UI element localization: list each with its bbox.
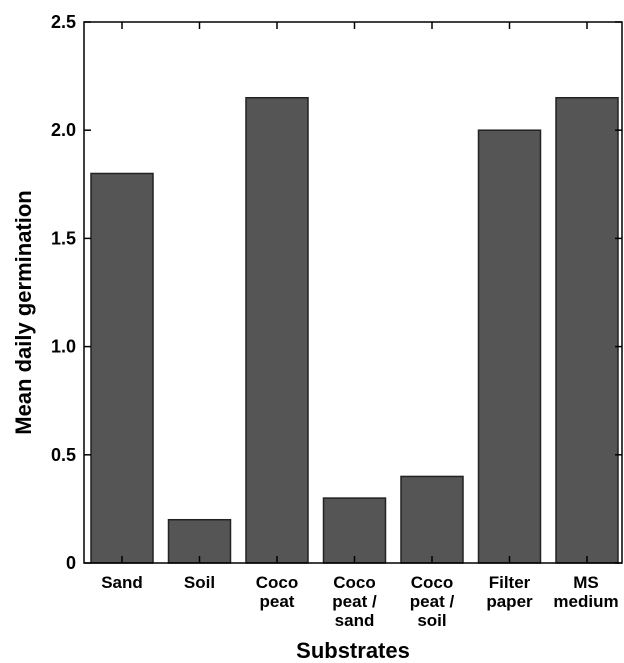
- x-axis-title: Substrates: [296, 638, 410, 663]
- bars-group: [90, 96, 619, 564]
- y-axis: 0 0.5 1.0 1.5 2.0 2.5: [51, 12, 622, 573]
- x-tick-label: MS medium: [553, 573, 618, 611]
- plot-frame: [83, 21, 623, 564]
- y-tick-label: 1.0: [51, 337, 76, 357]
- y-tick-label: 0.5: [51, 445, 76, 465]
- x-tick-label: Coco peat: [256, 573, 299, 611]
- bar: [245, 96, 309, 564]
- x-tick-label: Coco peat / sand: [332, 573, 377, 630]
- x-tick-label: Sand: [101, 573, 143, 592]
- bar: [400, 475, 464, 564]
- bar: [555, 96, 619, 564]
- y-axis-title: Mean daily germination: [11, 190, 36, 435]
- y-tick-label: 1.5: [51, 228, 76, 248]
- x-axis: Sand Soil Coco peat Coco peat / sand Coco peat /…: [101, 22, 619, 630]
- bar: [167, 518, 232, 564]
- bar: [322, 497, 387, 564]
- bar: [90, 172, 154, 564]
- y-tick-label: 0: [66, 553, 76, 573]
- bar: [477, 129, 542, 564]
- y-tick-label: 2.5: [51, 12, 76, 32]
- y-tick-label: 2.0: [51, 120, 76, 140]
- x-tick-label: Filter paper: [486, 573, 533, 611]
- x-tick-label: Soil: [184, 573, 215, 592]
- x-tick-label: Coco peat / soil: [410, 573, 455, 630]
